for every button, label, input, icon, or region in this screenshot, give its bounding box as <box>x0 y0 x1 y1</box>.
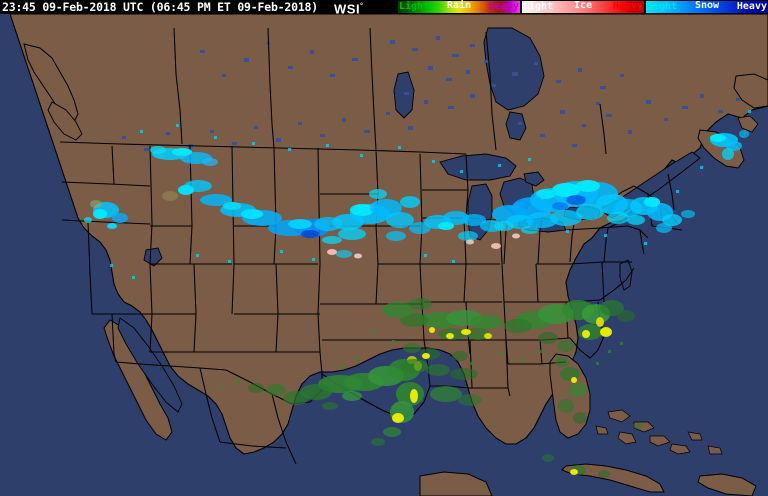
james-bay <box>505 111 527 141</box>
lake-superior <box>439 153 517 181</box>
precipitation-layer <box>84 110 751 478</box>
radar-map-canvas[interactable] <box>0 14 768 496</box>
echo-florida-rain <box>555 357 587 424</box>
legend-light-label-ice: Light <box>523 1 554 12</box>
echo-nova-scotia <box>710 130 749 160</box>
echo-pacific-northwest <box>84 200 128 229</box>
us-canada-border <box>59 141 467 155</box>
echo-scattered-stipple <box>110 110 751 279</box>
great-salt-lake <box>143 247 163 267</box>
legend-gradient-rain <box>398 1 520 13</box>
legend-heavy-label-ice: Heavy <box>612 1 643 12</box>
newfoundland <box>733 73 768 109</box>
cape-breton <box>737 115 759 133</box>
legend-type-label-ice: Ice <box>573 0 593 11</box>
basemap-vector <box>0 14 768 496</box>
echo-scattered-green-stipple <box>220 330 623 389</box>
echo-midsouth-rain <box>382 298 502 361</box>
legend-gradient-snow <box>646 1 768 13</box>
echo-new-england <box>627 197 695 233</box>
echo-caribbean-rain <box>542 423 643 478</box>
header-bar: 23:45 09-Feb-2018 UTC (06:45 PM ET 09-Fe… <box>0 0 768 17</box>
echo-northern-rockies <box>150 146 218 166</box>
echo-gulf-coast-rain <box>400 353 482 406</box>
echo-upper-midwest <box>424 211 504 241</box>
echo-ice-pockets <box>327 233 520 259</box>
legend-heavy-label-rain: Heavy <box>488 1 519 12</box>
echo-carolinas-rain <box>504 300 635 352</box>
legend-light-label-rain: Light <box>399 1 430 12</box>
legend-section-rain: Light Heavy Rain <box>398 0 520 13</box>
bahamas-islands <box>595 409 723 455</box>
legend-light-label-snow: Light <box>647 1 678 12</box>
registered-mark-icon: ° <box>360 3 364 10</box>
vancouver-island <box>47 101 83 141</box>
echo-great-lakes-band <box>492 180 642 234</box>
legend-section-ice: Light Heavy Ice <box>522 0 644 13</box>
legend-type-label-snow: Snow <box>694 0 720 11</box>
timestamp-label: 23:45 09-Feb-2018 UTC (06:45 PM ET 09-Fe… <box>2 0 319 14</box>
georgian-bay <box>523 171 545 187</box>
yucatan-peninsula <box>419 471 493 496</box>
precipitation-legend: Light Heavy Rain Light Heavy Ice Light Heavy Sno… <box>398 0 768 14</box>
legend-heavy-label-snow: Heavy <box>736 1 767 12</box>
legend-type-label-rain: Rain <box>446 0 472 11</box>
legend-gradient-ice <box>522 1 644 13</box>
wsi-logo-text: WSI <box>334 1 361 17</box>
legend-section-snow: Light Heavy Snow <box>646 0 768 13</box>
hispaniola <box>697 473 757 496</box>
small-lakes-group <box>122 36 740 151</box>
echo-central-plains-band <box>268 189 431 258</box>
wsi-logo: WSI° <box>334 0 364 17</box>
echo-central-rockies <box>162 180 282 226</box>
